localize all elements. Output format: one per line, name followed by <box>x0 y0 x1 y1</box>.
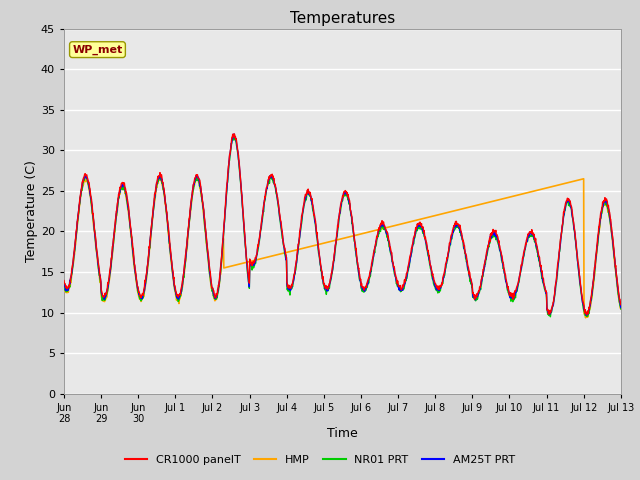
X-axis label: Time: Time <box>327 427 358 440</box>
Text: WP_met: WP_met <box>72 45 123 55</box>
Y-axis label: Temperature (C): Temperature (C) <box>25 160 38 262</box>
Legend: CR1000 panelT, HMP, NR01 PRT, AM25T PRT: CR1000 panelT, HMP, NR01 PRT, AM25T PRT <box>120 451 520 469</box>
Title: Temperatures: Temperatures <box>290 11 395 26</box>
